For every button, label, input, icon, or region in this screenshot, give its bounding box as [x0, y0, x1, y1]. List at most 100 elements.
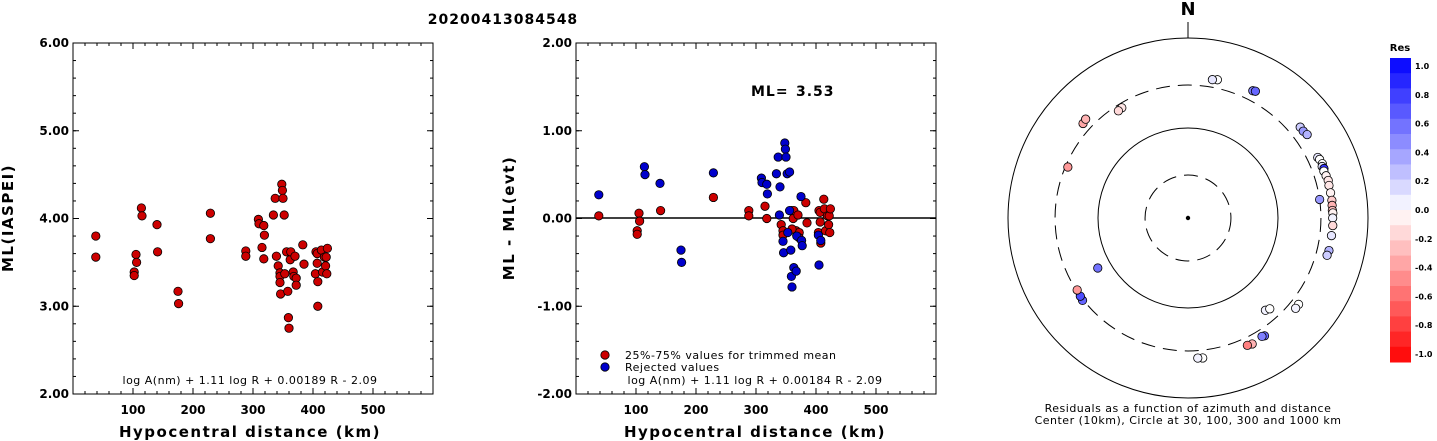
- y-axis-label-2: ML - ML(evt): [500, 156, 518, 280]
- station-point: [1257, 331, 1267, 342]
- colorbar-cell: [1390, 179, 1411, 196]
- data-point: [708, 168, 719, 178]
- data-point: [825, 204, 836, 214]
- colorbar-cell: [1390, 118, 1411, 135]
- residual-colorbar: Res 1.0 0.8 0.6 0.4 0.2 0.0 -0.2 -0.4 -0.6 -0.8 -1…: [1390, 43, 1433, 363]
- data-point: [655, 206, 666, 216]
- colorbar-cell: [1390, 240, 1411, 257]
- y-tick-label: 5.00: [39, 124, 69, 138]
- station-point: [1325, 188, 1336, 198]
- data-point: [268, 210, 278, 220]
- data-point: [762, 213, 772, 224]
- colorbar-cell: [1390, 149, 1411, 165]
- colorbar-cell: [1390, 270, 1411, 287]
- colorbar-cell: [1390, 134, 1411, 150]
- data-point: [639, 162, 650, 172]
- colorbar-cell: [1390, 58, 1411, 74]
- distance-rings: [1007, 37, 1369, 399]
- station-point: [1328, 220, 1338, 231]
- station-point: [1291, 303, 1301, 313]
- colorbar-cells: [1390, 58, 1411, 363]
- plot-frame-1: [72, 42, 434, 395]
- x-tick-label: 200: [683, 403, 708, 417]
- colorbar-cell: [1390, 346, 1411, 363]
- legend-marker-rejected: [600, 362, 610, 372]
- data-point: [277, 185, 287, 196]
- data-point: [136, 203, 146, 213]
- x-tick-label: 100: [120, 403, 145, 417]
- ticks-1: 100 200 300 400 500 2.00 3.00 4.00 5.00 6.00: [39, 36, 434, 417]
- data-point: [781, 152, 791, 162]
- data-point: [594, 211, 604, 221]
- polar-caption: Residuals as a function of azimuth and d…: [1045, 402, 1332, 415]
- data-point: [762, 179, 772, 189]
- station-point: [1328, 213, 1338, 223]
- colorbar-tick-label: 0.6: [1415, 120, 1430, 129]
- formula-2: log A(nm) + 1.11 log R + 0.00184 R - 2.0…: [628, 374, 883, 387]
- data-point: [775, 182, 785, 192]
- station-point: [1193, 353, 1203, 363]
- data-point: [634, 208, 644, 218]
- data-point: [320, 261, 331, 271]
- colorbar-cell: [1390, 255, 1411, 272]
- station-point: [1242, 340, 1252, 350]
- x-tick-label: 100: [623, 403, 648, 417]
- data-point: [634, 216, 645, 226]
- data-point: [762, 189, 773, 199]
- data-point: [129, 270, 139, 281]
- y-tick-label: 3.00: [39, 299, 69, 313]
- colorbar-cell: [1390, 73, 1411, 89]
- distance-ring: [1054, 84, 1322, 352]
- station-point: [1207, 75, 1217, 85]
- colorbar-tick-label: 0.8: [1415, 91, 1430, 100]
- formula-1: log A(nm) + 1.11 log R + 0.00189 R - 2.0…: [123, 374, 378, 387]
- x-axis-label-2: Hypocentral distance (km): [624, 423, 886, 441]
- data-point: [823, 220, 834, 230]
- data-point: [283, 313, 293, 323]
- station-point: [1302, 129, 1312, 140]
- residual-vs-distance-panel: 100 200 300 400 500 -2.00 -1.00 0.00 1.00 2.00 Hy…: [500, 36, 937, 441]
- x-tick-label: 300: [743, 403, 768, 417]
- data-point: [774, 210, 785, 220]
- x-tick-label: 500: [863, 403, 888, 417]
- data-point: [270, 193, 280, 203]
- colorbar-cell: [1390, 88, 1411, 105]
- data-point: [787, 282, 797, 292]
- colorbar-cell: [1390, 286, 1411, 302]
- y-tick-label: -2.00: [537, 387, 572, 401]
- data-point: [205, 234, 215, 244]
- colorbar-title: Res: [1390, 43, 1410, 54]
- station-point: [1093, 263, 1103, 273]
- colorbar-tick-label: 0.0: [1415, 206, 1430, 215]
- data-point: [312, 258, 322, 268]
- y-axis-label-1: ML(IASPEI): [0, 164, 17, 272]
- colorbar-cell: [1390, 225, 1411, 241]
- data-point: [290, 251, 300, 261]
- x-tick-label: 300: [240, 403, 265, 417]
- x-axis-label-1: Hypocentral distance (km): [119, 423, 381, 441]
- distance-ring: [1097, 127, 1279, 309]
- data-point: [814, 260, 824, 270]
- y-tick-label: 2.00: [39, 387, 69, 401]
- data-point: [299, 259, 309, 269]
- station-point: [1315, 194, 1325, 205]
- y-tick-label: 6.00: [39, 36, 69, 50]
- data-point: [802, 218, 812, 228]
- data-point: [594, 190, 604, 200]
- data-point: [132, 257, 142, 267]
- y-tick-label: 0.00: [542, 212, 572, 226]
- colorbar-cell: [1390, 210, 1411, 226]
- data-point: [283, 286, 293, 296]
- x-tick-label: 500: [360, 403, 385, 417]
- data-point: [321, 252, 331, 262]
- x-tick-label: 200: [180, 403, 205, 417]
- data-point: [773, 152, 783, 162]
- station-point: [1322, 250, 1332, 260]
- station-point: [1063, 162, 1073, 172]
- data-point: [784, 167, 795, 177]
- data-point: [259, 230, 269, 240]
- data-point: [676, 257, 687, 267]
- data-point: [280, 269, 290, 279]
- colorbar-tick-label: -0.2: [1415, 235, 1433, 244]
